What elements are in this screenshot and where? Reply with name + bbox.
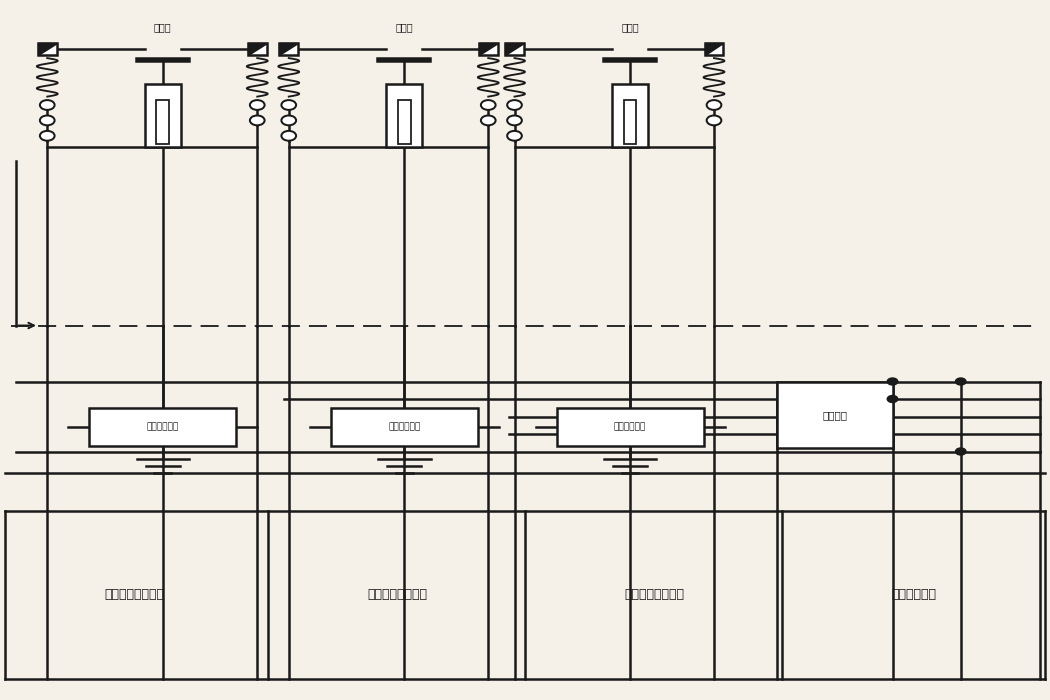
Circle shape <box>507 100 522 110</box>
Bar <box>145 84 181 147</box>
Polygon shape <box>479 43 498 55</box>
Circle shape <box>707 116 721 125</box>
Bar <box>705 43 723 55</box>
Text: 安全保护回路: 安全保护回路 <box>614 423 646 431</box>
Bar <box>777 382 892 448</box>
Text: 切换回路: 切换回路 <box>822 410 847 420</box>
Bar <box>156 100 169 144</box>
Text: 液压缸: 液压缸 <box>154 22 171 32</box>
Bar <box>398 100 411 144</box>
Text: 安全保护回路: 安全保护回路 <box>388 423 420 431</box>
Text: 单独闭环控制回路: 单独闭环控制回路 <box>104 589 165 601</box>
Circle shape <box>281 100 296 110</box>
Circle shape <box>281 131 296 141</box>
Bar <box>331 407 478 447</box>
Circle shape <box>707 100 721 110</box>
Bar <box>556 407 704 447</box>
Text: 液压缸: 液压缸 <box>396 22 413 32</box>
Bar <box>505 43 524 55</box>
Bar <box>279 43 298 55</box>
Bar <box>479 43 498 55</box>
Circle shape <box>887 378 898 385</box>
Text: 单独闭环控制回路: 单独闭环控制回路 <box>366 589 427 601</box>
Circle shape <box>956 378 966 385</box>
Polygon shape <box>248 43 267 55</box>
Circle shape <box>40 131 55 141</box>
Circle shape <box>250 100 265 110</box>
Circle shape <box>40 116 55 125</box>
Text: 单独闭环控制回路: 单独闭环控制回路 <box>624 589 685 601</box>
Bar <box>248 43 267 55</box>
Text: 集中控制回路: 集中控制回路 <box>891 589 936 601</box>
Circle shape <box>507 131 522 141</box>
Bar <box>386 84 422 147</box>
Circle shape <box>281 116 296 125</box>
Circle shape <box>956 448 966 455</box>
Bar <box>89 407 236 447</box>
Polygon shape <box>38 43 57 55</box>
Polygon shape <box>279 43 298 55</box>
Circle shape <box>481 100 496 110</box>
Circle shape <box>40 100 55 110</box>
Circle shape <box>507 116 522 125</box>
Text: 安全保护回路: 安全保护回路 <box>147 423 178 431</box>
Bar <box>624 100 636 144</box>
Circle shape <box>250 116 265 125</box>
Bar <box>38 43 57 55</box>
Circle shape <box>887 395 898 402</box>
Circle shape <box>481 116 496 125</box>
Text: 液压缸: 液压缸 <box>622 22 638 32</box>
Polygon shape <box>705 43 723 55</box>
Bar <box>612 84 648 147</box>
Polygon shape <box>505 43 524 55</box>
